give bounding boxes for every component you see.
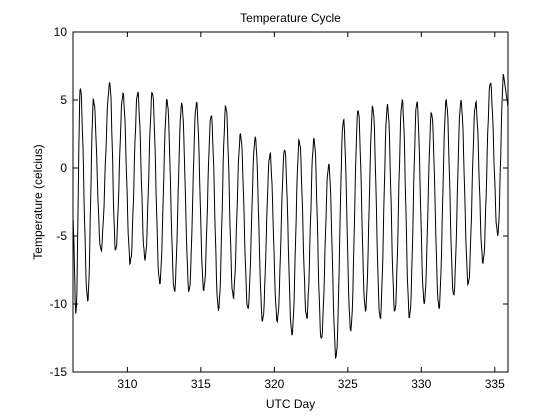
x-tick-label: 310 — [117, 377, 137, 391]
chart-title: Temperature Cycle — [240, 11, 341, 25]
y-tick-label: -10 — [50, 297, 68, 311]
x-axis-label: UTC Day — [266, 397, 315, 411]
y-tick-label: 5 — [60, 93, 67, 107]
series-line-0 — [72, 73, 509, 360]
x-tick-label: 320 — [264, 377, 284, 391]
y-axis-label: Temperature (celcius) — [31, 144, 45, 259]
tick-layer: 310 315 320 325 330 335 -15 -10 -5 0 5 10 — [50, 25, 508, 391]
plot-border — [72, 31, 509, 373]
y-tick-label: 0 — [60, 161, 67, 175]
x-tick-label: 330 — [411, 377, 431, 391]
y-tick-label: -15 — [50, 365, 68, 379]
x-tick-label: 325 — [338, 377, 358, 391]
x-tick-label: 315 — [191, 377, 211, 391]
series-layer — [72, 73, 509, 360]
x-tick-label: 335 — [485, 377, 505, 391]
y-tick-label: -5 — [56, 229, 67, 243]
y-tick-label: 10 — [54, 25, 68, 39]
